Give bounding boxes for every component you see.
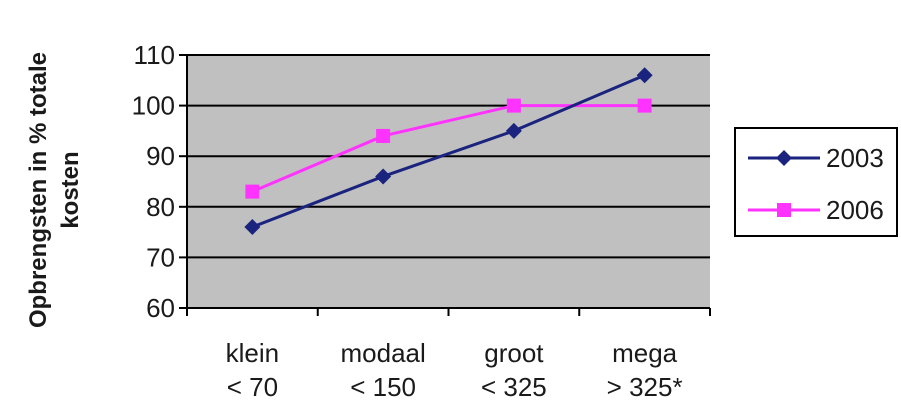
point-2003-1 [375,168,392,185]
series-2003 [244,67,653,236]
point-2006-1 [376,128,391,143]
legend-item-2006: 2006 [748,195,884,225]
y-tick-label-110: 110 [134,40,175,70]
y-tick-label-80: 80 [146,192,175,222]
point-2003-2 [505,122,522,139]
point-2006-3 [637,98,652,113]
point-2003-0 [244,219,261,236]
legend: 2003 2006 [734,127,898,237]
y-tick-label-70: 70 [146,242,175,272]
x-tick-label-line1-2: groot [484,338,544,368]
x-tick-label-line1-0: klein [226,338,279,368]
x-tick-label-line2-0: < 70 [227,372,278,402]
series-line-2006 [251,104,645,194]
x-tick-labels: klein < 70 modaal < 150 groot < 325 mega > 325* [226,338,683,402]
x-tick-label-line1-3: mega [612,338,678,368]
x-tick-label-line2-2: < 325 [481,372,547,402]
point-2006-0 [245,184,260,199]
legend-label-2006: 2006 [826,195,884,225]
legend-label-2003: 2003 [826,143,884,173]
x-tick-label-line2-3: > 325* [607,372,683,402]
axes [179,54,711,316]
legend-marker-2006 [777,203,791,217]
series-layer [244,67,653,236]
y-axis-title-line-1: Opbrengsten in % totale [25,52,52,328]
y-tick-label-60: 60 [146,293,175,323]
series-2006 [245,98,652,199]
point-2006-2 [506,98,521,113]
legend-box [734,127,898,237]
series-line-2003 [251,73,646,229]
y-axis-title-line-2: kosten [57,151,84,228]
y-tick-labels: 60 70 80 90 100 110 [132,40,175,323]
x-tick-label-line1-1: modaal [340,338,425,368]
y-tick-label-100: 100 [132,91,175,121]
y-axis-title: Opbrengsten in % totale kosten [25,52,84,328]
point-2003-3 [636,67,653,84]
legend-items: 2003 2006 [748,143,884,225]
legend-marker-2003 [776,150,792,166]
x-tick-label-line2-1: < 150 [350,372,416,402]
legend-item-2003: 2003 [748,143,884,173]
y-tick-label-90: 90 [146,141,175,171]
plot-area [187,55,710,308]
